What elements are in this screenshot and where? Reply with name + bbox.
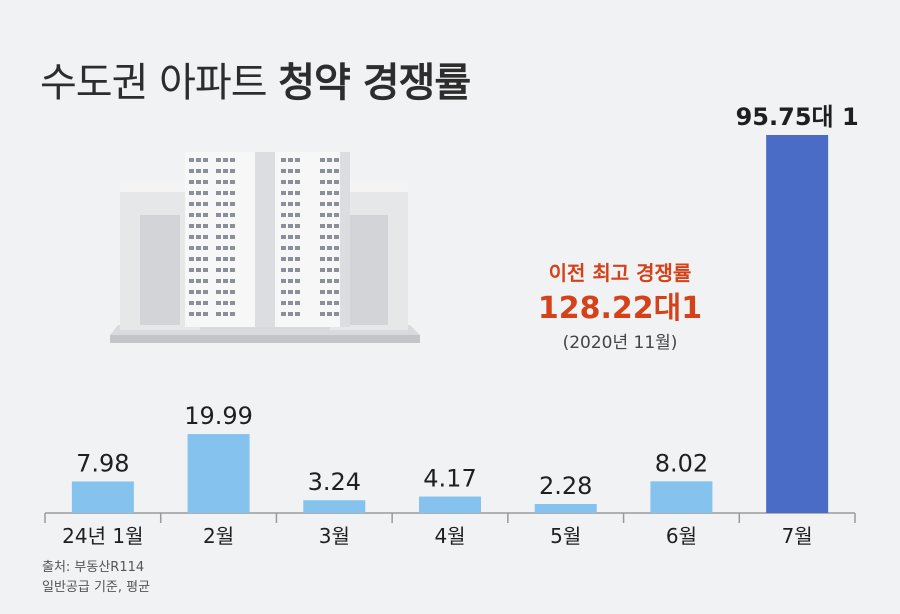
- bar-5: [650, 481, 713, 513]
- value-label-3: 4.17: [423, 465, 476, 493]
- bar-0: [71, 481, 134, 513]
- value-label-0: 7.98: [76, 449, 129, 477]
- page-title: 수도권 아파트 청약 경쟁률: [40, 50, 471, 108]
- value-label-6: 95.75대 1: [736, 103, 859, 131]
- annotation-label: 이전 최고 경쟁률: [548, 261, 692, 285]
- category-label-5: 6월: [666, 524, 697, 548]
- category-label-3: 4월: [434, 524, 465, 548]
- value-label-2: 3.24: [308, 468, 361, 496]
- bar-4: [534, 503, 597, 513]
- bar-1: [187, 434, 250, 513]
- source-note: 일반공급 기준, 평균: [42, 580, 151, 595]
- title-light: 수도권 아파트: [40, 60, 279, 106]
- title-bold: 청약 경쟁률: [278, 60, 471, 106]
- annotation-value: 128.22대1: [537, 291, 703, 326]
- value-label-4: 2.28: [539, 472, 592, 500]
- category-label-6: 7월: [782, 524, 813, 548]
- bar-3: [419, 496, 481, 513]
- category-label-0: 24년 1월: [62, 524, 143, 548]
- annotation-date: (2020년 11월): [562, 333, 678, 353]
- bar-2: [303, 500, 366, 513]
- bar-6: [766, 135, 829, 513]
- category-label-2: 3월: [319, 524, 350, 548]
- value-label-1: 19.99: [184, 402, 253, 430]
- category-label-1: 2월: [203, 524, 234, 548]
- category-label-4: 5월: [550, 524, 581, 548]
- apartment-building-icon: [110, 152, 420, 343]
- value-label-5: 8.02: [655, 449, 708, 477]
- source-line: 출처: 부동산R114: [42, 560, 145, 575]
